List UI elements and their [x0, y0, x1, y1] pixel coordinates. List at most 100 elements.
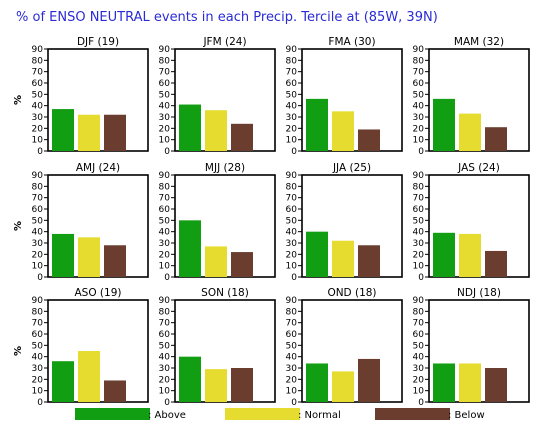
y-tick-label: 10: [286, 136, 298, 146]
bar-below: [485, 127, 507, 151]
y-tick-label: 90: [286, 296, 298, 306]
panel-title: SON (18): [201, 287, 249, 299]
bar-below: [231, 368, 253, 402]
bar-above: [52, 233, 74, 277]
y-tick-label: 90: [32, 296, 44, 306]
y-tick-label: 60: [159, 330, 171, 340]
bar-above: [433, 232, 455, 277]
y-tick-label: 80: [413, 182, 425, 192]
y-tick-label: 90: [159, 296, 171, 306]
y-tick-label: 40: [32, 353, 44, 363]
y-tick-label: 10: [159, 262, 171, 272]
bar-normal: [205, 110, 227, 151]
y-tick-label: 50: [32, 216, 44, 226]
y-tick-label: 30: [286, 364, 298, 374]
legend-swatch-below: [375, 408, 450, 420]
y-tick-label: 60: [32, 330, 44, 340]
legend-label-above: : Above: [148, 410, 186, 421]
y-tick-label: 20: [159, 124, 171, 134]
y-tick-label: 30: [286, 239, 298, 249]
y-tick-label: 40: [159, 353, 171, 363]
bar-above: [433, 363, 455, 402]
y-tick-label: 70: [286, 319, 298, 329]
y-tick-label: 10: [159, 136, 171, 146]
y-tick-label: 70: [159, 319, 171, 329]
y-tick-label: 40: [413, 353, 425, 363]
y-tick-label: 40: [286, 102, 298, 112]
y-axis-label: %: [13, 95, 24, 105]
y-tick-label: 20: [413, 124, 425, 134]
y-axis-label: %: [13, 346, 24, 356]
y-tick-label: 70: [286, 68, 298, 78]
y-tick-label: 90: [159, 171, 171, 181]
y-tick-label: 50: [159, 90, 171, 100]
panel-title: MAM (32): [454, 36, 504, 48]
y-tick-label: 30: [32, 239, 44, 249]
y-tick-label: 80: [286, 56, 298, 66]
y-tick-label: 90: [32, 45, 44, 55]
panel-title: DJF (19): [77, 36, 119, 48]
y-tick-label: 50: [413, 90, 425, 100]
y-tick-label: 20: [413, 250, 425, 260]
legend-label-below: : Below: [448, 410, 485, 421]
bar-normal: [459, 233, 481, 277]
y-tick-label: 90: [413, 45, 425, 55]
y-tick-label: 10: [286, 262, 298, 272]
panel-title: OND (18): [327, 287, 376, 299]
y-tick-label: 0: [418, 147, 424, 157]
y-tick-label: 30: [159, 113, 171, 123]
y-tick-label: 40: [286, 353, 298, 363]
y-tick-label: 70: [32, 319, 44, 329]
y-tick-label: 80: [32, 182, 44, 192]
y-tick-label: 60: [286, 330, 298, 340]
y-tick-label: 80: [413, 56, 425, 66]
y-tick-label: 50: [159, 216, 171, 226]
panel-title: ASO (19): [74, 287, 121, 299]
y-tick-label: 20: [32, 250, 44, 260]
y-tick-label: 40: [159, 228, 171, 238]
bar-below: [358, 129, 380, 151]
y-tick-label: 0: [418, 398, 424, 408]
y-tick-label: 0: [164, 147, 170, 157]
bar-normal: [205, 369, 227, 402]
y-tick-label: 80: [159, 56, 171, 66]
y-tick-label: 90: [159, 45, 171, 55]
y-tick-label: 60: [286, 205, 298, 215]
bar-below: [485, 250, 507, 277]
bar-normal: [205, 246, 227, 277]
y-tick-label: 50: [413, 341, 425, 351]
y-tick-label: 0: [164, 398, 170, 408]
y-tick-label: 10: [286, 387, 298, 397]
bar-below: [358, 358, 380, 402]
y-axis-label: %: [13, 221, 24, 231]
bar-above: [179, 220, 201, 277]
bar-normal: [78, 114, 100, 151]
y-tick-label: 0: [291, 398, 297, 408]
panel-title: MJJ (28): [205, 162, 245, 174]
y-tick-label: 50: [413, 216, 425, 226]
y-tick-label: 30: [32, 113, 44, 123]
panel-title: JFM (24): [202, 36, 246, 48]
y-tick-label: 70: [413, 319, 425, 329]
y-tick-label: 60: [413, 330, 425, 340]
y-tick-label: 80: [413, 307, 425, 317]
y-tick-label: 50: [286, 216, 298, 226]
bar-above: [52, 109, 74, 151]
y-tick-label: 50: [159, 341, 171, 351]
bar-above: [433, 98, 455, 151]
y-tick-label: 10: [32, 262, 44, 272]
y-tick-label: 30: [413, 113, 425, 123]
y-tick-label: 30: [413, 239, 425, 249]
bar-above: [306, 98, 328, 151]
y-tick-label: 90: [413, 296, 425, 306]
y-tick-label: 80: [32, 307, 44, 317]
y-tick-label: 60: [286, 79, 298, 89]
